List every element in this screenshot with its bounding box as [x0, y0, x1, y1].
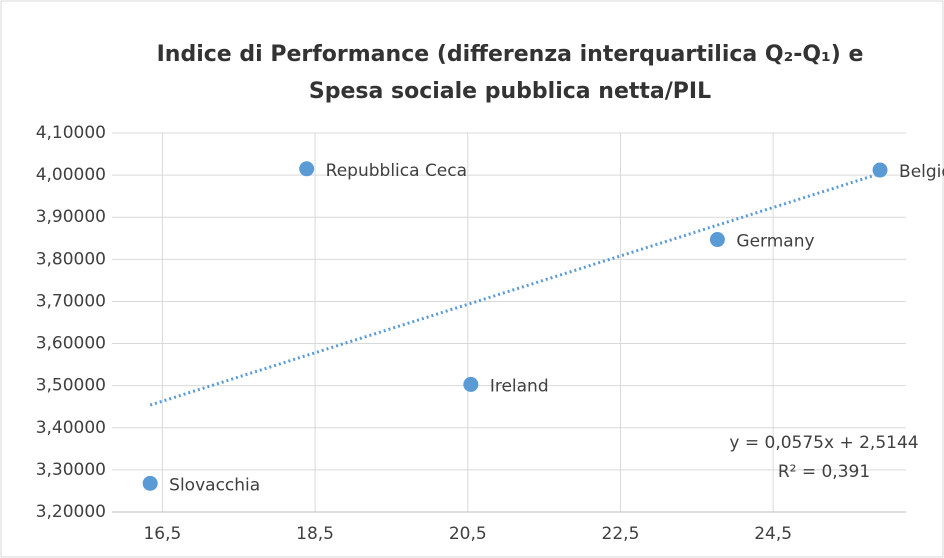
- x-tick-label: 22,5: [602, 524, 640, 544]
- x-tick-label: 20,5: [449, 524, 487, 544]
- point: [872, 162, 888, 178]
- point: [463, 376, 479, 392]
- y-tick-label: 3,70000: [36, 291, 106, 311]
- point-label: Slovacchia: [169, 475, 260, 495]
- point: [709, 232, 725, 248]
- point-label: Repubblica Ceca: [326, 161, 467, 181]
- x-tick-label: 18,5: [296, 524, 334, 544]
- y-tick-label: 4,00000: [36, 165, 106, 185]
- point-label: Germany: [736, 232, 814, 252]
- y-tick-label: 3,20000: [36, 502, 106, 522]
- trendline-equation: y = 0,0575x + 2,5144: [729, 433, 918, 453]
- point-label: Belgio: [899, 162, 944, 182]
- trendline-r2: R² = 0,391: [778, 462, 870, 482]
- x-tick-label: 24,5: [754, 524, 792, 544]
- point: [299, 161, 315, 177]
- y-tick-label: 4,10000: [36, 123, 106, 143]
- y-tick-label: 3,80000: [36, 249, 106, 269]
- chart-title: Spesa sociale pubblica netta/PIL: [309, 79, 711, 104]
- y-tick-label: 3,90000: [36, 207, 106, 227]
- y-tick-label: 3,60000: [36, 334, 106, 354]
- chart-title: Indice di Performance (differenza interq…: [157, 42, 864, 67]
- y-tick-label: 3,50000: [36, 376, 106, 396]
- point: [142, 475, 158, 491]
- y-tick-label: 3,40000: [36, 418, 106, 438]
- y-tick-label: 3,30000: [36, 460, 106, 480]
- point-label: Ireland: [490, 376, 549, 396]
- x-tick-label: 16,5: [143, 524, 181, 544]
